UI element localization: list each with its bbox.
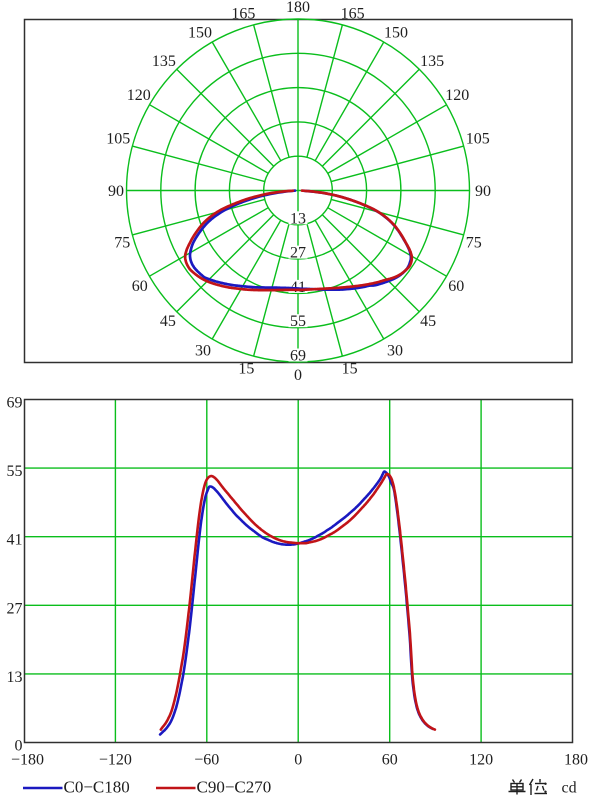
svg-text:150: 150	[384, 25, 408, 42]
svg-text:30: 30	[195, 342, 211, 359]
svg-text:15: 15	[238, 361, 254, 378]
svg-text:−180: −180	[11, 752, 44, 769]
svg-text:55: 55	[290, 313, 306, 330]
svg-text:−120: −120	[99, 752, 132, 769]
svg-text:45: 45	[160, 313, 176, 330]
svg-text:55: 55	[7, 463, 23, 480]
svg-text:0: 0	[15, 738, 23, 755]
svg-text:105: 105	[466, 130, 490, 147]
svg-text:90: 90	[108, 183, 124, 200]
svg-text:13: 13	[290, 210, 306, 227]
svg-text:105: 105	[106, 130, 130, 147]
svg-text:C0−C180: C0−C180	[64, 778, 130, 797]
svg-text:0: 0	[294, 752, 302, 769]
svg-text:27: 27	[7, 600, 23, 617]
svg-text:69: 69	[7, 395, 23, 412]
svg-text:15: 15	[342, 361, 358, 378]
svg-text:120: 120	[469, 752, 493, 769]
svg-text:41: 41	[7, 532, 23, 549]
svg-text:−60: −60	[194, 752, 219, 769]
svg-text:0: 0	[294, 367, 302, 384]
svg-text:75: 75	[114, 235, 130, 252]
svg-text:180: 180	[564, 752, 588, 769]
svg-text:90: 90	[475, 183, 491, 200]
svg-text:60: 60	[132, 278, 148, 295]
svg-text:120: 120	[127, 87, 151, 104]
svg-text:C90−C270: C90−C270	[197, 778, 272, 797]
svg-text:165: 165	[341, 5, 365, 22]
svg-text:165: 165	[231, 5, 255, 22]
svg-text:69: 69	[290, 348, 306, 365]
svg-text:： cd: ： cd	[542, 780, 577, 797]
svg-text:150: 150	[188, 25, 212, 42]
svg-text:60: 60	[448, 278, 464, 295]
svg-text:60: 60	[382, 752, 398, 769]
svg-text:180: 180	[286, 0, 310, 16]
svg-text:75: 75	[466, 235, 482, 252]
svg-text:30: 30	[387, 342, 403, 359]
svg-text:135: 135	[152, 53, 176, 70]
svg-text:135: 135	[420, 53, 444, 70]
svg-text:45: 45	[420, 313, 436, 330]
svg-text:27: 27	[290, 245, 306, 262]
svg-text:13: 13	[7, 669, 23, 686]
svg-text:120: 120	[445, 87, 469, 104]
